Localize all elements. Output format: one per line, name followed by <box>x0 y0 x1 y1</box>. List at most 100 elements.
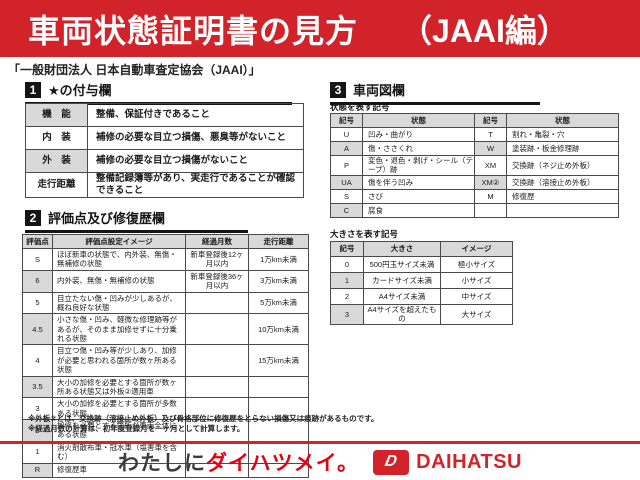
cell: 4 <box>22 344 53 377</box>
cell: 4.5 <box>22 313 53 346</box>
column-header: 状態 <box>506 113 619 128</box>
cell: 極小サイズ <box>440 256 513 273</box>
table-header-row: 評価点 評価点設定イメージ 経過月数 走行距離 <box>22 234 309 249</box>
cell: 腐食 <box>362 202 475 218</box>
footnotes: ※外板②とは、交換跡（溶接止め外板）及び骨格部位に修復歴をとらない損傷又は痕跡が… <box>28 414 378 434</box>
cell: UA <box>330 174 363 190</box>
column-header: 評価点 <box>22 234 53 249</box>
cell: 大サイズ <box>440 304 513 325</box>
column-header: 状態 <box>362 113 475 128</box>
column-header: 記号 <box>330 241 364 257</box>
section2-number-badge: 2 <box>25 209 41 226</box>
section3-number-badge: 3 <box>330 81 346 98</box>
slogan-text-dark: わたしに <box>117 452 206 475</box>
cell: 整備、保証付きであること <box>87 103 304 127</box>
table-row: 4.5 小さな傷・凹み、軽微な修理跡等があるが、そのまま加修せずに十分乗れる状態… <box>22 313 309 346</box>
cell: C <box>330 202 363 218</box>
cell: さび <box>362 188 475 204</box>
cell: 外 装 <box>25 149 88 173</box>
cell: 変色・退色・剥げ・シール（テープ）跡 <box>362 155 475 176</box>
cell: ほぼ新車の状態で、内外装、無傷・無補修の状態 <box>52 248 186 271</box>
table-header-row: 記号 大きさ イメージ <box>330 241 513 257</box>
star-criteria-table: 機 能 整備、保証付きであること 内 装 補修の必要な目立つ損傷、悪臭等がないこ… <box>25 103 304 198</box>
cell: A4サイズ未満 <box>363 288 441 305</box>
cell: 機 能 <box>25 103 88 127</box>
cell: 凹み・曲がり <box>362 127 475 142</box>
cell: 0 <box>330 256 364 273</box>
cell: S <box>330 188 363 204</box>
table-row: C 腐食 <box>330 202 619 218</box>
cell: 走行距離 <box>25 172 88 198</box>
divider-red-line <box>0 441 640 444</box>
association-name: 「一般財団法人 日本自動車査定協会（JAAI）」 <box>8 63 261 77</box>
cell <box>185 313 249 346</box>
cell <box>248 375 309 399</box>
section1-title: ★の付与欄 <box>48 83 112 98</box>
table-row: 1 カードサイズ未満 小サイズ <box>330 272 513 289</box>
column-header: 評価点設定イメージ <box>52 234 186 249</box>
table-row: UA 傷を伴う凹み XM② 交換跡（溶接止め外板） <box>330 174 619 190</box>
cell <box>185 375 249 399</box>
table-row: P 変色・退色・剥げ・シール（テープ）跡 XM 交換跡（ネジ止め外板） <box>330 155 619 176</box>
cell: 1万km未満 <box>248 248 309 271</box>
cell: 修復歴 <box>506 188 619 204</box>
cell: 新車登録後36ヶ月以内 <box>185 269 249 293</box>
table-row: 1 消火剤散布車・冠水車（塩害車を含む） <box>22 440 309 464</box>
cell: 目立つ傷・凹み等が少しあり、加修が必要と思われる箇所が数ヶ所ある状態 <box>52 344 186 377</box>
table-row: 走行距離 整備記録簿等があり、実走行であることが確認できること <box>25 172 304 198</box>
cell: 15万km未満 <box>248 344 309 377</box>
slogan-text-red: ダイハツメイ。 <box>205 452 360 475</box>
daihatsu-wordmark: DAIHATSU <box>416 450 523 473</box>
cell: 目立たない傷・凹みが少しあるが、概ね良好な状態 <box>52 291 186 315</box>
section2-title: 評価点及び修復歴欄 <box>48 211 166 226</box>
cell: 2 <box>330 288 364 305</box>
page-title-edition: （JAAI編） <box>400 12 569 49</box>
daihatsu-slogan: わたしにダイハツメイ。 <box>118 447 359 477</box>
cell: 500円玉サイズ未満 <box>363 256 441 273</box>
section2-header: 2 評価点及び修復歴欄 <box>25 208 248 233</box>
cell: 補修の必要な目立つ損傷がないこと <box>87 149 304 173</box>
cell: 傷を伴う凹み <box>362 174 475 190</box>
daihatsu-mark-icon: D <box>373 449 410 475</box>
cell: 3 <box>330 304 364 325</box>
cell: 1 <box>330 272 364 289</box>
cell: 整備記録簿等があり、実走行であることが確認できること <box>87 172 304 198</box>
table-row: 3 A4サイズを超えたもの 大サイズ <box>330 304 513 325</box>
cell: T <box>474 127 507 142</box>
state-symbols-label: 状態を表す記号 <box>330 102 390 112</box>
column-header: 記号 <box>474 113 507 128</box>
table-row: 機 能 整備、保証付きであること <box>25 103 304 127</box>
cell: 傷・ささくれ <box>362 141 475 156</box>
state-symbols-table: 記号 状態 記号 状態 U 凹み・曲がり T 割れ・亀裂・穴 A 傷・ささくれ … <box>330 113 619 218</box>
cell: 補修の必要な目立つ損傷、悪臭等がないこと <box>87 126 304 150</box>
cell: 交換跡（溶接止め外板） <box>506 174 619 190</box>
table-row: 外 装 補修の必要な目立つ損傷がないこと <box>25 149 304 173</box>
table-row: 3.5 大小の加修を必要とする箇所が数ヶ所ある状態又は外板②適用車 <box>22 375 309 399</box>
table-row: A 傷・ささくれ W 塗装跡・板金修理跡 <box>330 141 619 156</box>
cell: 10万km未満 <box>248 313 309 346</box>
cell: XM <box>474 155 507 176</box>
column-header: 記号 <box>330 113 363 128</box>
cell: W <box>474 141 507 156</box>
cell: 小さな傷・凹み、軽微な修理跡等があるが、そのまま加修せずに十分乗れる状態 <box>52 313 186 346</box>
table-header-row: 記号 状態 記号 状態 <box>330 113 619 128</box>
column-header: 経過月数 <box>185 234 249 249</box>
daihatsu-logo: D DAIHATSU <box>373 449 523 475</box>
table-row: 内 装 補修の必要な目立つ損傷、悪臭等がないこと <box>25 126 304 150</box>
table-row: S ほぼ新車の状態で、内外装、無傷・無補修の状態 新車登録後12ヶ月以内 1万k… <box>22 248 309 271</box>
cell: P <box>330 155 363 176</box>
cell <box>185 291 249 315</box>
cell: S <box>22 248 53 271</box>
column-header: 走行距離 <box>248 234 309 249</box>
cell: A4サイズを超えたもの <box>363 304 441 325</box>
cell: XM② <box>474 174 507 190</box>
table-row: 2 A4サイズ未満 中サイズ <box>330 288 513 305</box>
cell <box>474 202 507 218</box>
cell <box>506 202 619 218</box>
section3-header: 3 車両図欄 <box>330 80 540 105</box>
footer: わたしにダイハツメイ。 D DAIHATSU <box>0 446 640 478</box>
cell: 内 装 <box>25 126 88 150</box>
cell: 大小の加修を必要とする箇所が数ヶ所ある状態又は外板②適用車 <box>52 375 186 399</box>
footnote: ※外板②とは、交換跡（溶接止め外板）及び骨格部位に修復歴をとらない損傷又は痕跡が… <box>28 414 379 423</box>
column-header: 大きさ <box>363 241 441 257</box>
